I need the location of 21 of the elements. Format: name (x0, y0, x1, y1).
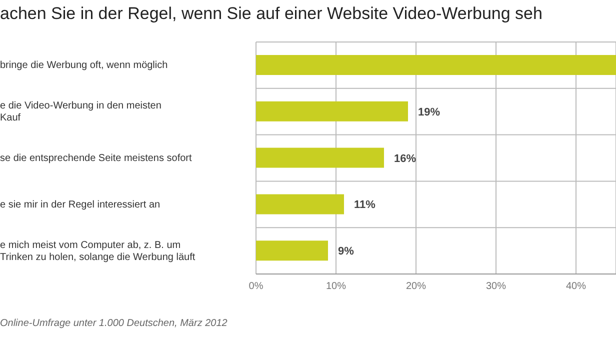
chart-title: achen Sie in der Regel, wenn Sie auf einer Website Video-Werbung seh (0, 4, 542, 24)
bar (256, 148, 384, 168)
bar (256, 54, 616, 75)
x-tick-label: 0% (248, 281, 264, 292)
bar (256, 194, 344, 214)
data-label: 16% (394, 152, 416, 165)
y-tick-label: e mich meist vom Computer ab, z. B. um Trinken zu holen, solange die Werbung läuft (0, 240, 196, 263)
x-tick-label: 40% (566, 281, 586, 292)
bar (256, 101, 408, 122)
y-tick-label: bringe die Werbung oft, wenn möglich (0, 60, 168, 72)
x-tick-label: 20% (406, 281, 426, 292)
x-tick-label: 10% (326, 281, 346, 292)
y-tick-label: e sie mir in der Regel interessiert an (0, 199, 160, 210)
y-tick-label: se die entsprechende Seite meistens sofort (0, 153, 192, 164)
bar (256, 240, 328, 261)
x-tick-label: 30% (486, 281, 506, 292)
y-tick-label: e die Video-Werbung in den meisten Kauf (0, 100, 162, 124)
data-label: 19% (418, 106, 440, 118)
text: Online-Umfrage unter 1.000 Deutschen, März 2012 (0, 318, 228, 329)
data-label: 9% (338, 246, 354, 258)
data-label: 11% (354, 199, 376, 212)
